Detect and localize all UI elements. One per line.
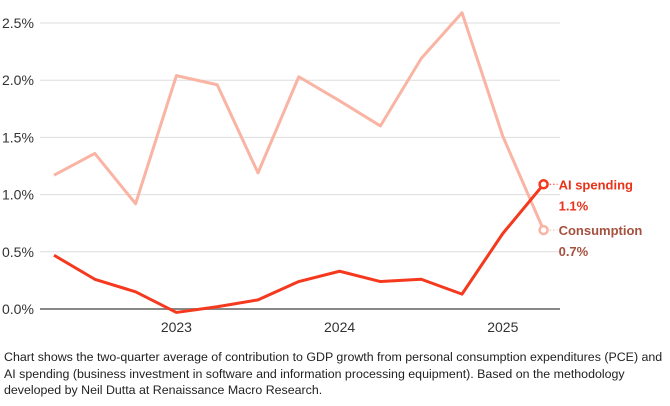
chart-caption: Chart shows the two-quarter average of c… (4, 350, 663, 397)
y-tick-label: 0.5% (2, 244, 34, 260)
series-label: Consumption (559, 223, 643, 238)
series-line-consumption (53, 11, 545, 231)
series-end-value: 0.7% (559, 244, 589, 259)
series-line-ai-spending (53, 183, 545, 314)
x-tick-label: 2023 (161, 319, 192, 335)
y-tick-label: 1.0% (2, 187, 34, 203)
series-label: AI spending (559, 177, 633, 192)
y-tick-label: 2.0% (2, 72, 34, 88)
x-tick-label: 2024 (324, 319, 355, 335)
end-point-marker (538, 224, 549, 236)
end-point-marker (538, 179, 549, 190)
y-tick-label: 1.5% (2, 129, 34, 145)
line-chart: 0.0% 0.5% 1.0% 1.5% 2.0% 2.5% 2023 2024 2025 Cons… (2, 11, 643, 335)
y-tick-label: 0.0% (2, 301, 34, 317)
x-tick-label: 2025 (487, 319, 518, 335)
series-end-value: 1.1% (559, 198, 589, 213)
y-tick-label: 2.5% (2, 15, 34, 31)
